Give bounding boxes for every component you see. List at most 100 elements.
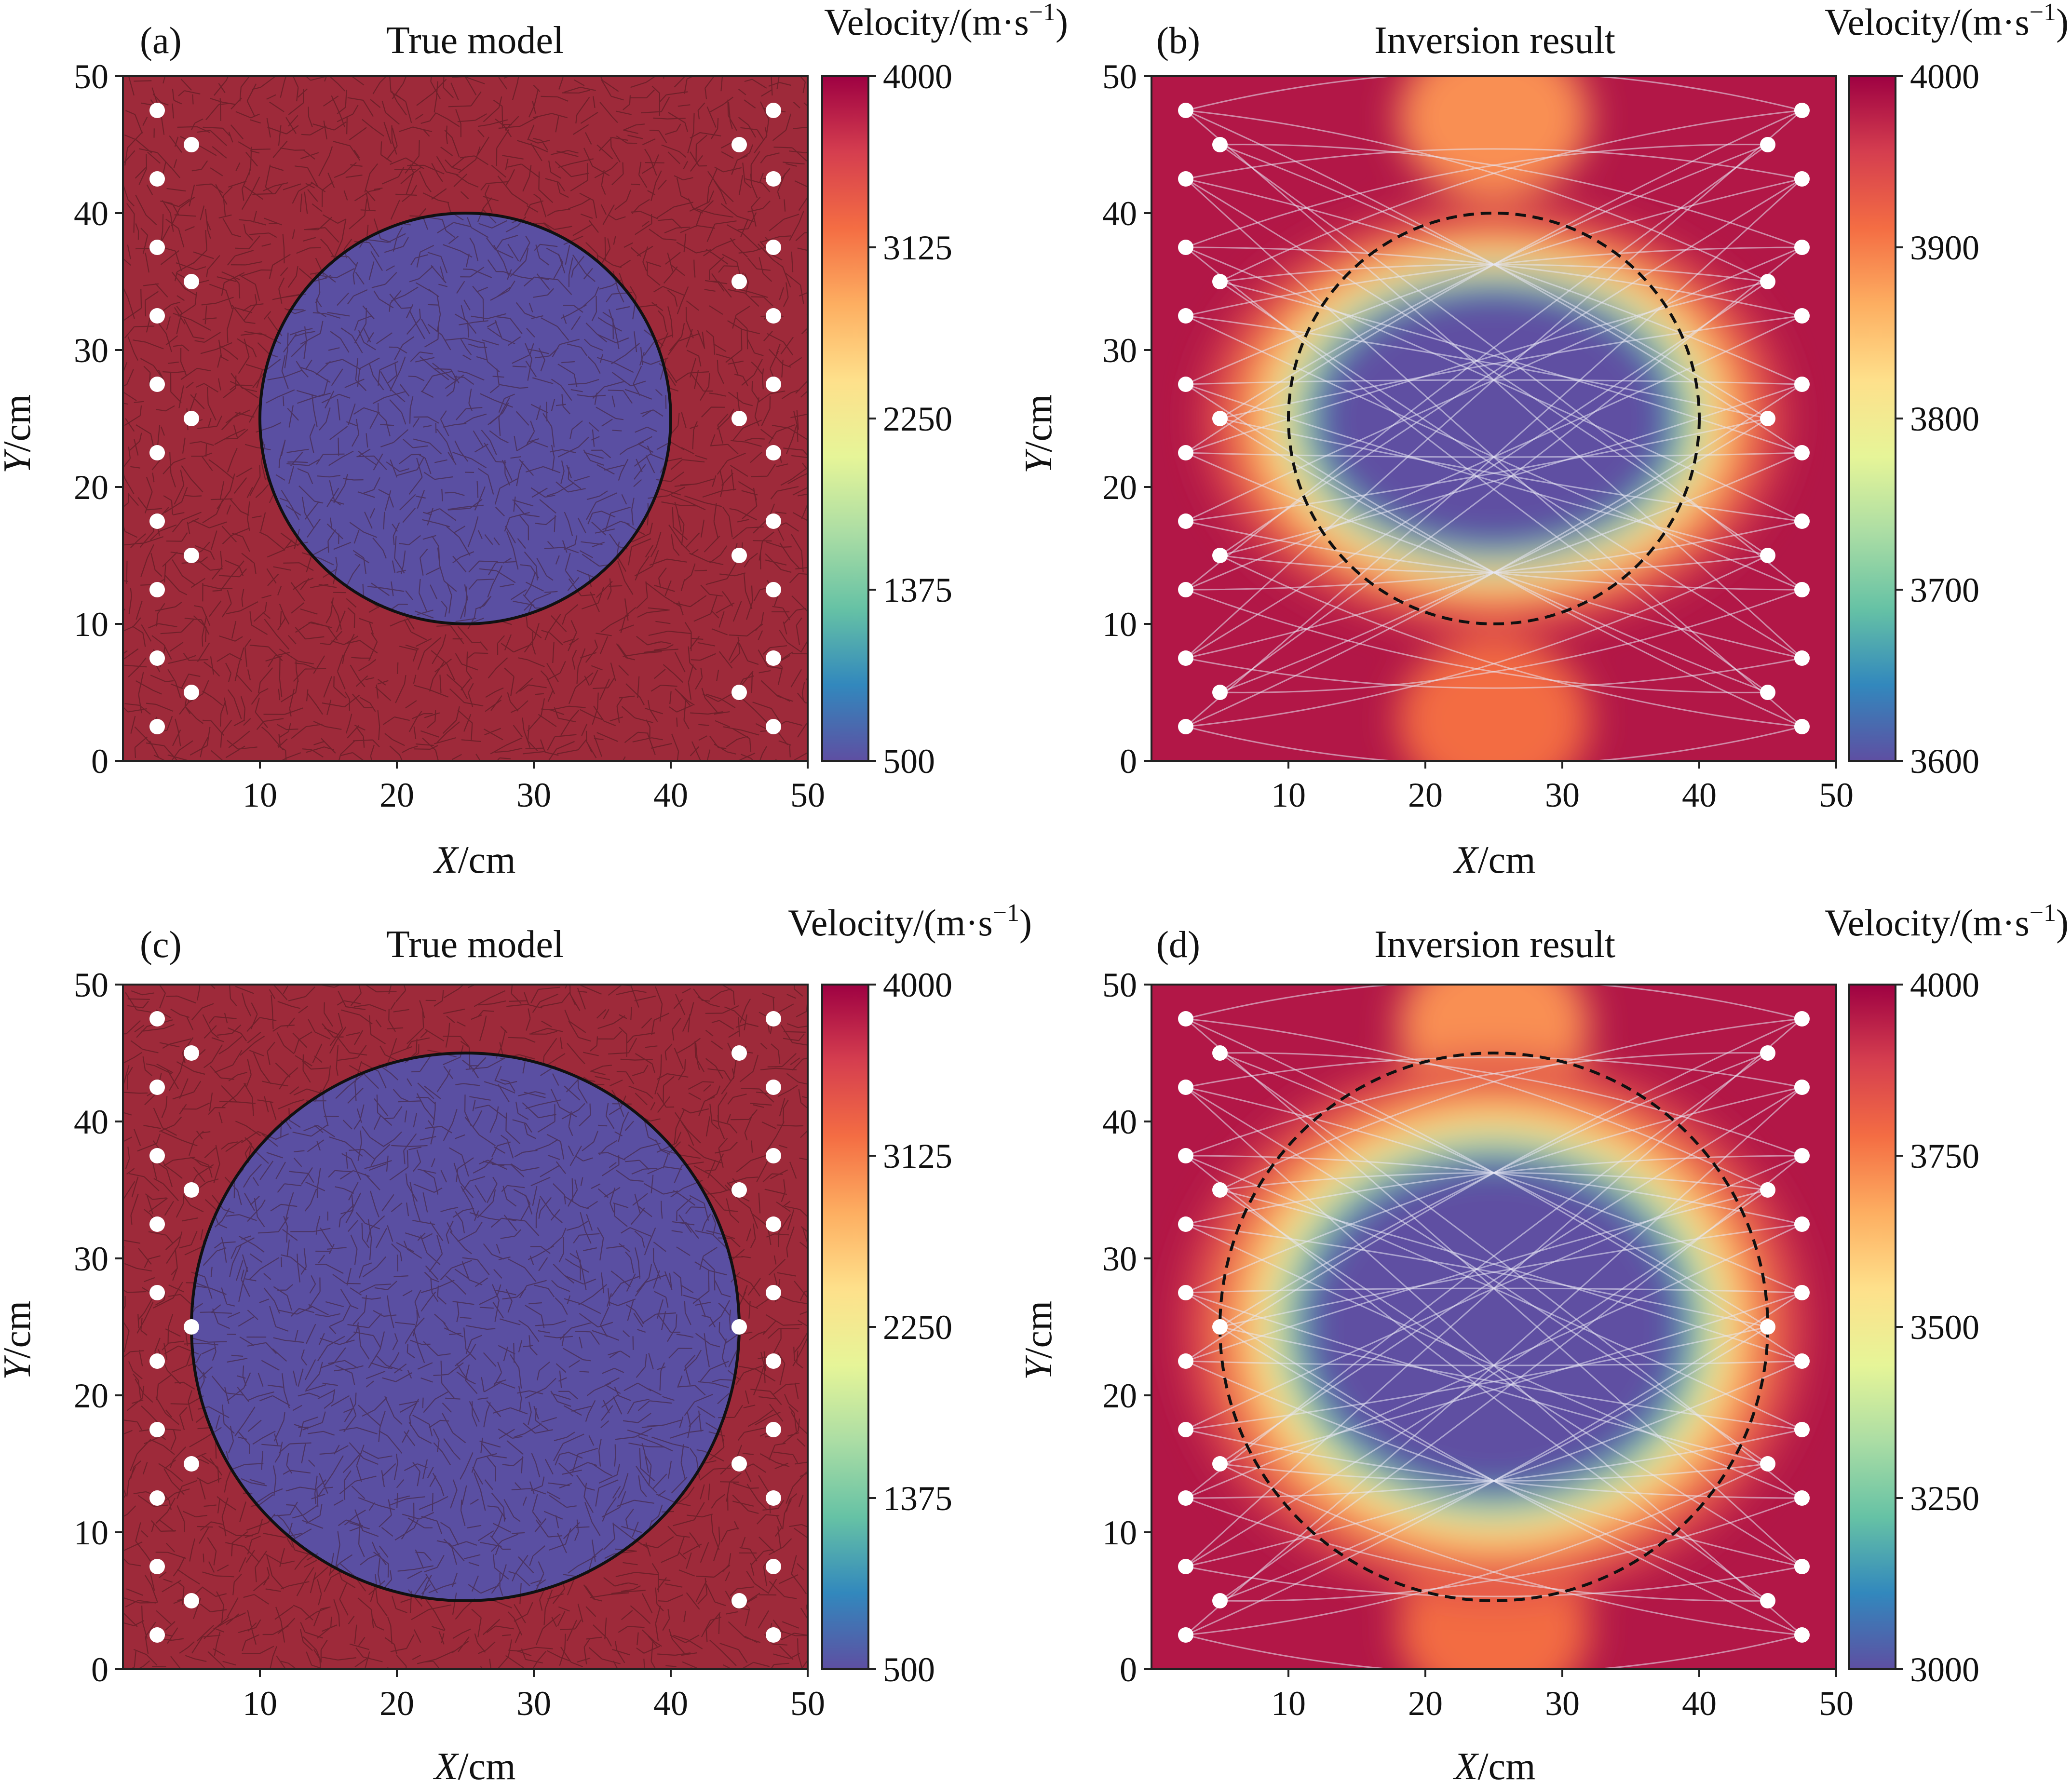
colorbar: 4000 3125 2250 1375 500 <box>821 966 952 1689</box>
x-axis-label-var: X <box>433 1745 460 1783</box>
y-tick-label: 50 <box>74 966 108 1004</box>
mesh-lines <box>123 76 808 761</box>
x-axis-label-var: X <box>1453 1745 1479 1783</box>
panel-title: Inversion result <box>1374 19 1615 62</box>
x-tick-label: 10 <box>243 1684 277 1723</box>
ray-path <box>1185 589 1768 693</box>
colorbar-title: Velocity/(m·s−1) <box>788 899 1032 944</box>
sensor-point <box>149 1490 165 1506</box>
colorbar-tick-label: 2250 <box>883 400 952 438</box>
sensor-point <box>1794 308 1810 324</box>
sensor-point <box>731 1456 747 1472</box>
sensor-point <box>766 1422 781 1437</box>
sensor-point <box>766 308 781 324</box>
sensor-point <box>1760 548 1775 563</box>
ray-path <box>1185 1497 1768 1602</box>
colorbar-gradient <box>821 75 869 762</box>
y-axis-label-unit: /cm <box>1017 394 1060 452</box>
y-axis-label-var: Y <box>0 1355 39 1380</box>
sensor-point <box>149 445 165 460</box>
sensors <box>1178 1011 1810 1643</box>
x-tick-label: 20 <box>379 1684 414 1723</box>
sensor-point <box>184 274 199 289</box>
sensor-point <box>1794 582 1810 597</box>
sensor-point <box>766 582 781 597</box>
sensor-point <box>1760 274 1775 289</box>
colorbar-title-close: ) <box>2056 902 2069 944</box>
colorbar-tick-label: 4000 <box>883 57 952 96</box>
x-axis-label-unit: /cm <box>458 1745 515 1783</box>
ray-path <box>1219 281 1802 659</box>
x-tick-label: 30 <box>1545 1684 1580 1723</box>
sensor-point <box>149 1285 165 1300</box>
y-axis-label-unit: /cm <box>1017 1301 1060 1359</box>
colorbar-tick-label: 3000 <box>1910 1650 1979 1689</box>
x-tick-label: 10 <box>1271 1684 1306 1723</box>
sensor-point <box>1212 548 1228 563</box>
smear-bottom <box>1398 637 1590 761</box>
ray-path <box>1185 985 1802 1020</box>
ray-path <box>1185 657 1802 689</box>
inclusion-region <box>191 1053 739 1601</box>
sensor-point <box>1794 1353 1810 1369</box>
sensor-point <box>1794 719 1810 734</box>
sensor-point <box>766 1011 781 1027</box>
sensor-point <box>731 548 747 563</box>
colorbar-title-close: ) <box>2056 1 2069 43</box>
sensor-point <box>1760 1593 1775 1608</box>
x-tick-label: 50 <box>790 1684 825 1723</box>
colorbar-title-close: ) <box>1019 902 1032 944</box>
y-tick-label: 40 <box>74 194 108 233</box>
sensors <box>149 1011 781 1643</box>
colorbar-title-sup: −1 <box>2030 899 2056 927</box>
sensor-point <box>1794 445 1810 460</box>
true-boundary-dashed <box>1287 212 1701 625</box>
smear-top <box>1398 76 1590 200</box>
ray-path <box>1185 1018 1768 1191</box>
colorbar-tick-label: 3700 <box>1910 571 1979 609</box>
y-tick-label: 10 <box>1102 1513 1137 1552</box>
sensor-point <box>149 1422 165 1437</box>
sensor-point <box>149 377 165 392</box>
y-tick-label: 10 <box>74 605 108 644</box>
y-tick-label: 50 <box>1102 966 1137 1004</box>
colorbar-tick-label: 500 <box>883 742 935 781</box>
sensor-point <box>1178 1627 1193 1643</box>
sensor-point <box>184 1593 199 1608</box>
colorbar: 4000 3125 2250 1375 500 <box>821 57 952 781</box>
x-axis-label-var: X <box>433 839 460 881</box>
sensor-point <box>1794 1559 1810 1574</box>
panel-letter: (d) <box>1156 923 1200 965</box>
colorbar-tick-label: 3250 <box>1910 1479 1979 1518</box>
sensor-point <box>149 1011 165 1027</box>
x-axis-label-unit: /cm <box>458 839 515 881</box>
sensor-point <box>1760 411 1775 426</box>
sensor-point <box>149 719 165 734</box>
sensor-point <box>731 1045 747 1061</box>
x-axis-label: X/cm <box>433 1745 516 1783</box>
sensor-point <box>731 411 747 426</box>
y-tick-label: 0 <box>91 1650 108 1689</box>
plot-area: 10 20 30 40 50 0 10 20 30 40 50 <box>74 57 825 814</box>
sensor-point <box>1794 171 1810 187</box>
colorbar-title: Velocity/(m·s−1) <box>1825 899 2069 944</box>
sensor-point <box>1794 240 1810 255</box>
plot-area: 10 20 30 40 50 0 10 20 30 40 50 <box>1102 57 1854 814</box>
sensor-point <box>766 650 781 666</box>
plot-frame <box>122 75 809 762</box>
sensor-point <box>766 1559 781 1574</box>
ray-path <box>1185 383 1802 728</box>
x-tick-label: 50 <box>790 776 825 814</box>
sensor-point <box>731 685 747 700</box>
sensor-point <box>731 1319 747 1335</box>
sensor-point <box>184 548 199 563</box>
sensor-point <box>766 1490 781 1506</box>
ray-paths <box>1185 76 1803 761</box>
y-axis-label-unit: /cm <box>0 394 39 452</box>
x-tick-label: 30 <box>516 1684 551 1723</box>
ray-path <box>1185 726 1802 761</box>
plot-content <box>123 985 808 1669</box>
sensor-point <box>1178 582 1193 597</box>
sensor-point <box>1794 103 1810 118</box>
